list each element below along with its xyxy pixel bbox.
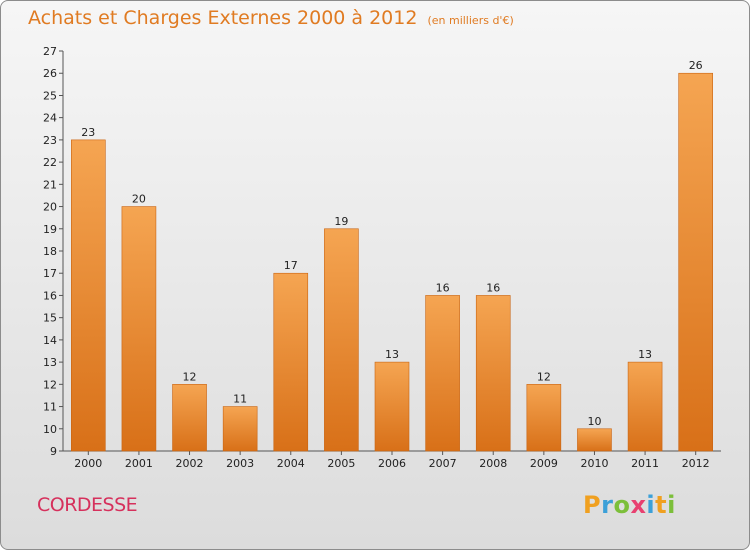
bar-value-label: 13 [385, 348, 399, 361]
bar-value-label: 13 [638, 348, 652, 361]
y-tick-label: 22 [43, 156, 57, 169]
logo-letter: i [667, 491, 676, 519]
y-tick-label: 21 [43, 178, 57, 191]
bar[interactable] [577, 428, 612, 452]
y-tick-label: 13 [43, 356, 57, 369]
bar-value-label: 16 [486, 281, 500, 294]
x-tick-label: 2005 [327, 457, 355, 470]
bar-value-label: 26 [689, 59, 703, 72]
bar[interactable] [172, 384, 207, 452]
bar-value-label: 11 [233, 393, 247, 406]
bar-value-label: 23 [81, 126, 95, 139]
x-tick-label: 2004 [277, 457, 305, 470]
y-tick-label: 16 [43, 289, 57, 302]
y-tick-label: 15 [43, 312, 57, 325]
y-tick-label: 20 [43, 201, 57, 214]
x-tick-label: 2000 [74, 457, 102, 470]
bar[interactable] [627, 361, 663, 452]
x-tick-label: 2001 [125, 457, 153, 470]
y-tick-label: 17 [43, 267, 57, 280]
chart-title: Achats et Charges Externes 2000 à 2012 (e… [28, 7, 514, 29]
x-tick-label: 2007 [429, 457, 457, 470]
y-tick-label: 18 [43, 245, 57, 258]
logo-letter: x [630, 491, 647, 519]
bar-value-label: 16 [436, 281, 450, 294]
bar[interactable] [475, 295, 511, 452]
y-tick-label: 25 [43, 89, 57, 102]
logo-letter: o [613, 491, 631, 519]
logo-letter: i [646, 491, 656, 519]
y-tick-label: 12 [43, 378, 57, 391]
bar[interactable] [273, 272, 309, 452]
bar[interactable] [425, 295, 460, 452]
bar[interactable] [324, 228, 359, 452]
x-tick-label: 2009 [530, 457, 558, 470]
y-tick-label: 19 [43, 223, 57, 236]
bar[interactable] [678, 72, 713, 452]
bar[interactable] [526, 384, 562, 452]
y-tick-label: 9 [50, 445, 57, 458]
y-tick-label: 26 [43, 67, 57, 80]
logo-letter: r [601, 491, 614, 519]
bar-value-label: 12 [183, 370, 197, 383]
y-tick-label: 27 [43, 45, 57, 58]
x-tick-label: 2002 [176, 457, 204, 470]
bar[interactable] [71, 139, 106, 452]
x-tick-label: 2011 [631, 457, 659, 470]
logo-letter: t [655, 491, 668, 519]
y-tick-label: 10 [43, 423, 57, 436]
logo-letter: P [583, 491, 602, 519]
chart-unit: (en milliers d'€) [427, 14, 514, 27]
y-tick-label: 14 [43, 334, 57, 347]
y-tick-label: 24 [43, 112, 57, 125]
bar[interactable] [222, 406, 258, 452]
x-tick-label: 2003 [226, 457, 254, 470]
bar-value-label: 12 [537, 370, 551, 383]
bar-value-label: 10 [587, 415, 601, 428]
bar[interactable] [121, 206, 157, 452]
y-tick-label: 11 [43, 401, 57, 414]
bar-value-label: 20 [132, 193, 146, 206]
bar[interactable] [374, 361, 410, 452]
x-tick-label: 2008 [479, 457, 507, 470]
y-tick-label: 23 [43, 134, 57, 147]
commune-name: CORDESSE [37, 494, 138, 516]
x-tick-label: 2012 [682, 457, 710, 470]
x-tick-label: 2006 [378, 457, 406, 470]
bar-value-label: 19 [334, 215, 348, 228]
proxiti-logo[interactable]: Proxiti [583, 491, 676, 519]
chart-title-text: Achats et Charges Externes 2000 à 2012 [28, 7, 418, 29]
x-tick-label: 2010 [580, 457, 608, 470]
bars: 23 20 12 11 17 19 13 16 16 12 10 13 26 [71, 59, 713, 452]
bar-value-label: 17 [284, 259, 298, 272]
